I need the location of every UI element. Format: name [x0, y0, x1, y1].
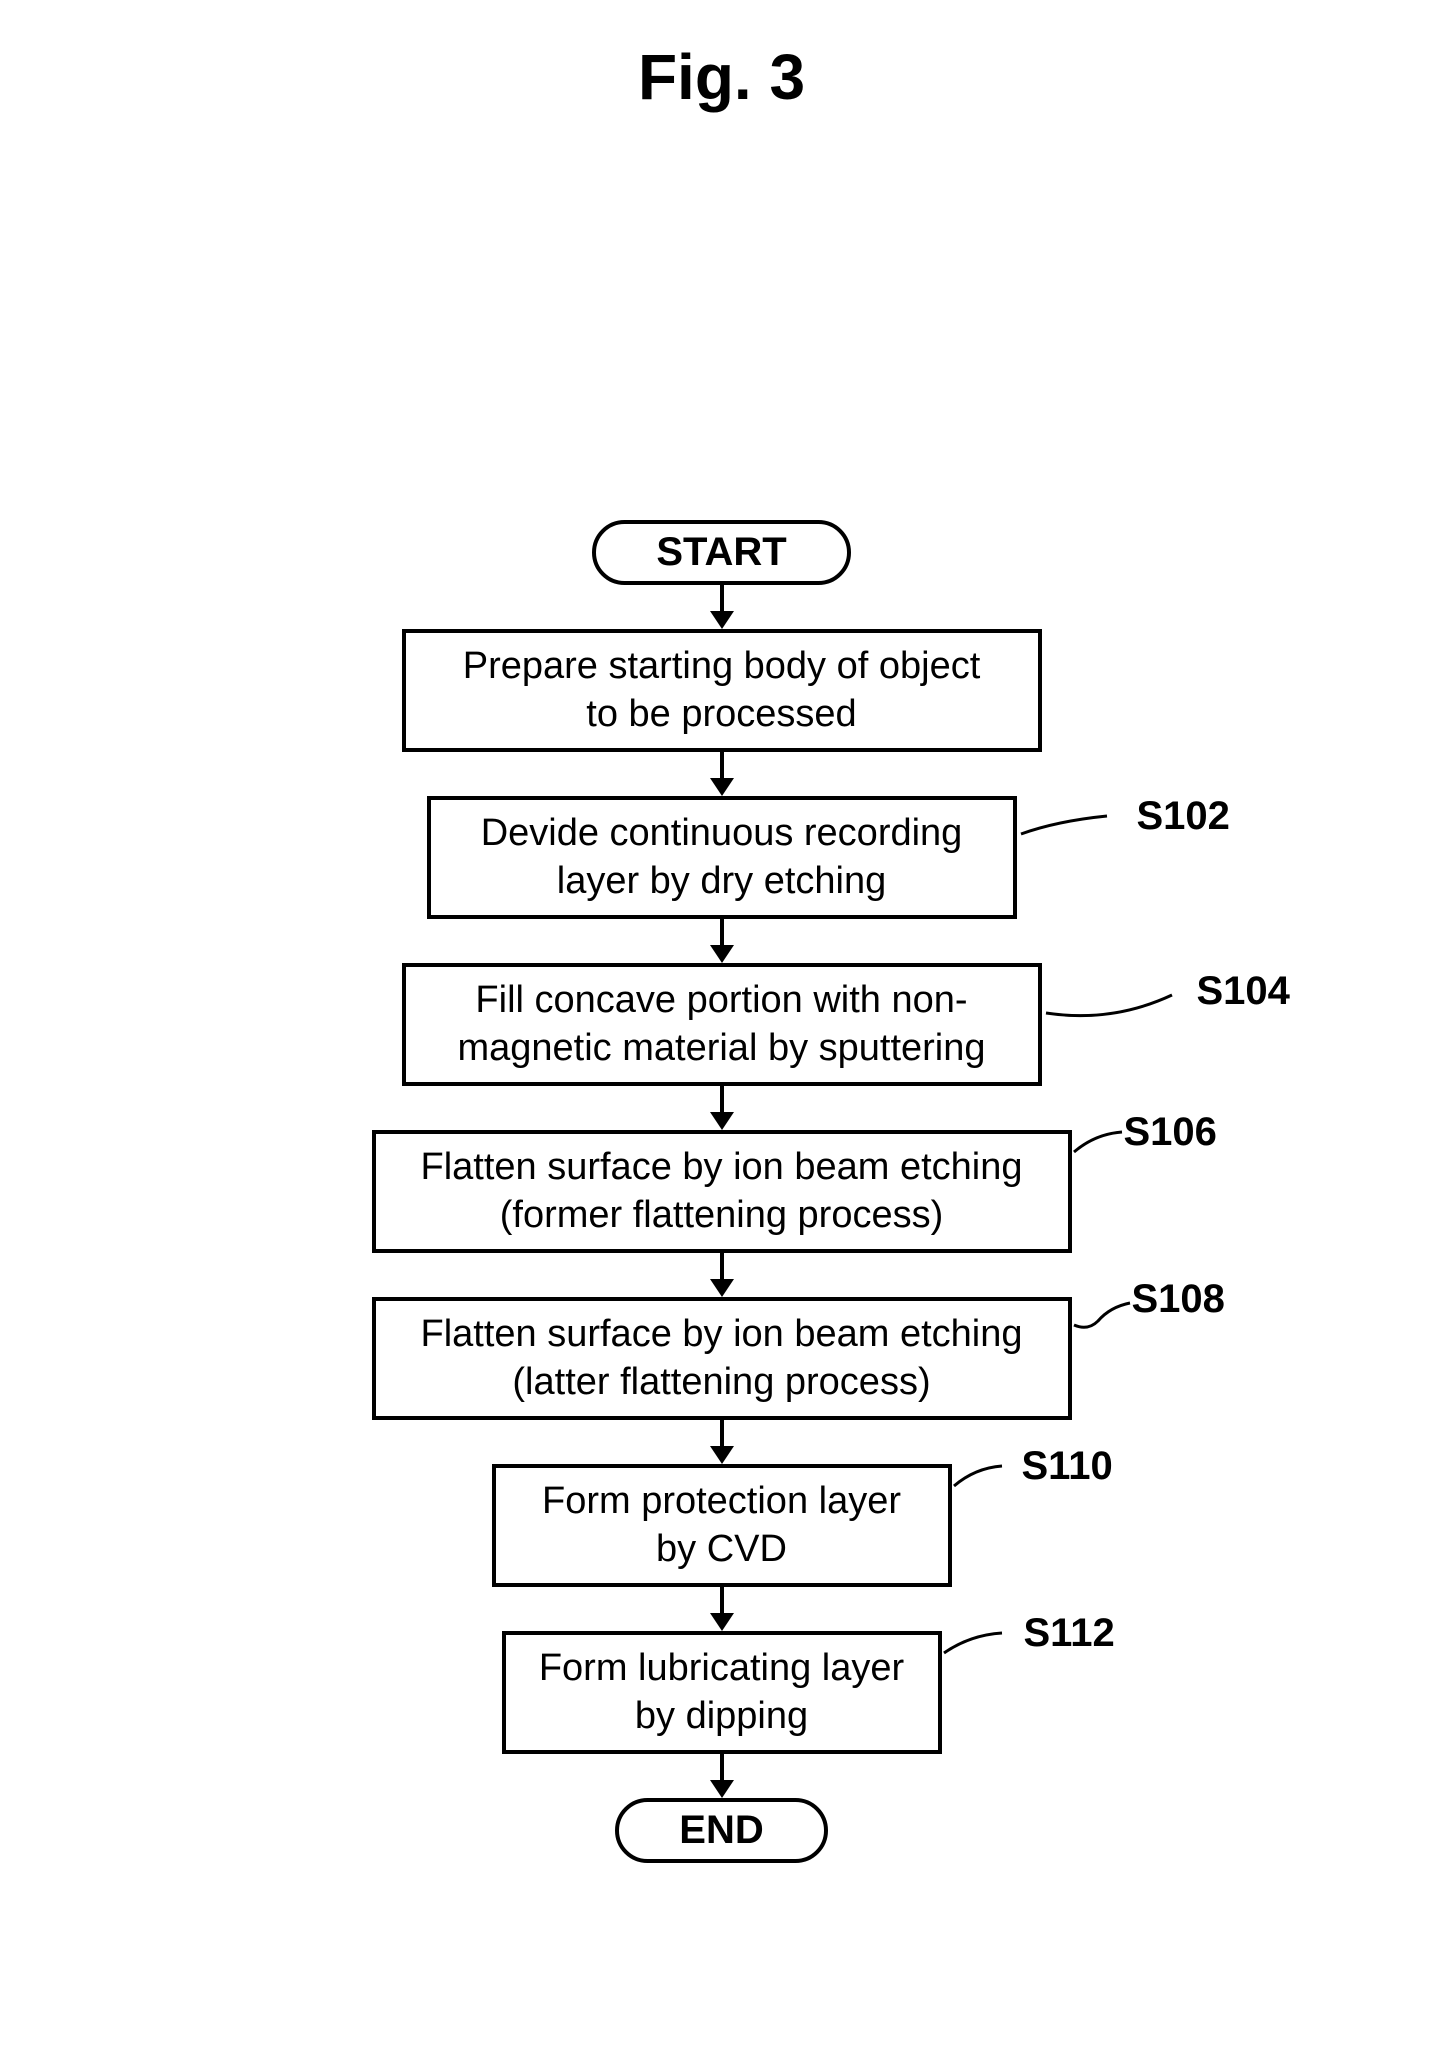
step-box: Form lubricating layerby dipping	[502, 1631, 942, 1754]
arrow-icon	[710, 1754, 734, 1798]
connector-icon	[1042, 973, 1192, 1033]
step-s104: Fill concave portion with non-magnetic m…	[402, 963, 1042, 1086]
step-label: S106	[1124, 1110, 1217, 1155]
connector-icon	[940, 1625, 1020, 1675]
step-s106: Flatten surface by ion beam etching(form…	[372, 1130, 1072, 1253]
step-s108: Flatten surface by ion beam etching(latt…	[372, 1297, 1072, 1420]
step-box: Prepare starting body of objectto be pro…	[402, 629, 1042, 752]
arrow-icon	[710, 752, 734, 796]
step-prep: Prepare starting body of objectto be pro…	[402, 629, 1042, 752]
step-label: S104	[1197, 969, 1290, 1014]
figure-title: Fig. 3	[0, 40, 1443, 114]
arrow-icon	[710, 1253, 734, 1297]
step-box: Devide continuous recordinglayer by dry …	[427, 796, 1017, 919]
step-box: Fill concave portion with non-magnetic m…	[402, 963, 1042, 1086]
step-label: S110	[1022, 1444, 1113, 1489]
connector-icon	[1017, 796, 1137, 866]
arrow-icon	[710, 1587, 734, 1631]
terminator-end: END	[615, 1798, 827, 1863]
flowchart: START Prepare starting body of objectto …	[0, 520, 1443, 1863]
step-box: Form protection layerby CVD	[492, 1464, 952, 1587]
terminator-start: START	[592, 520, 850, 585]
arrow-icon	[710, 1086, 734, 1130]
connector-icon	[950, 1458, 1020, 1508]
step-s102: Devide continuous recordinglayer by dry …	[427, 796, 1017, 919]
step-box: Flatten surface by ion beam etching(form…	[372, 1130, 1072, 1253]
step-label: S112	[1024, 1611, 1115, 1656]
step-label: S108	[1132, 1277, 1225, 1322]
step-s110: Form protection layerby CVD S110	[492, 1464, 952, 1587]
step-s112: Form lubricating layerby dipping S112	[502, 1631, 942, 1754]
arrow-icon	[710, 919, 734, 963]
arrow-icon	[710, 1420, 734, 1464]
arrow-icon	[710, 585, 734, 629]
step-label: S102	[1137, 794, 1230, 839]
step-box: Flatten surface by ion beam etching(latt…	[372, 1297, 1072, 1420]
